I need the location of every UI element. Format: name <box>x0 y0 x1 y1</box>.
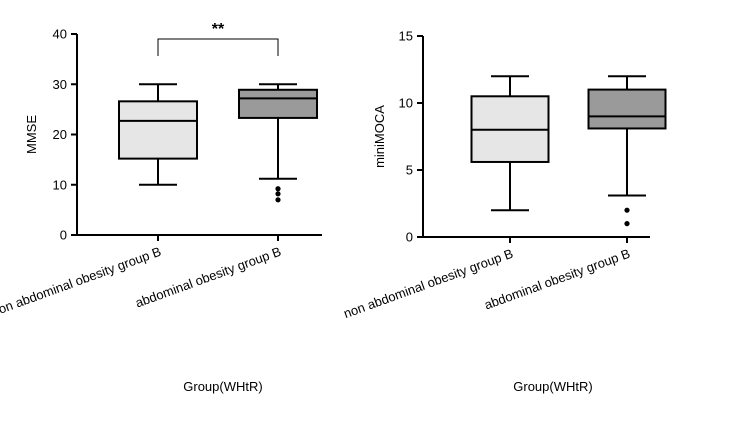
box-iqr <box>238 88 318 119</box>
y-tick-label: 15 <box>399 29 413 44</box>
outlier-point <box>275 186 281 192</box>
outlier-point <box>624 207 630 213</box>
y-tick-label: 10 <box>53 177 67 192</box>
outlier-point <box>275 191 281 197</box>
x-axis-label: Group(WHtR) <box>513 379 592 394</box>
y-axis-label: MMSE <box>24 115 39 154</box>
y-tick-label: 20 <box>53 127 67 142</box>
significance-bracket <box>157 38 279 57</box>
y-tick-label: 0 <box>406 230 413 245</box>
outlier-point <box>275 197 281 203</box>
significance-marker: ** <box>212 21 225 38</box>
y-axis-label: miniMOCA <box>372 105 387 168</box>
x-axis-label: Group(WHtR) <box>183 379 262 394</box>
box-iqr <box>118 100 198 160</box>
outlier-point <box>624 221 630 227</box>
y-tick-label: 10 <box>399 96 413 111</box>
y-tick-label: 40 <box>53 27 67 42</box>
y-tick-label: 5 <box>406 163 413 178</box>
y-tick-label: 30 <box>53 77 67 92</box>
y-tick-label: 0 <box>60 228 67 243</box>
box-iqr <box>587 88 667 130</box>
